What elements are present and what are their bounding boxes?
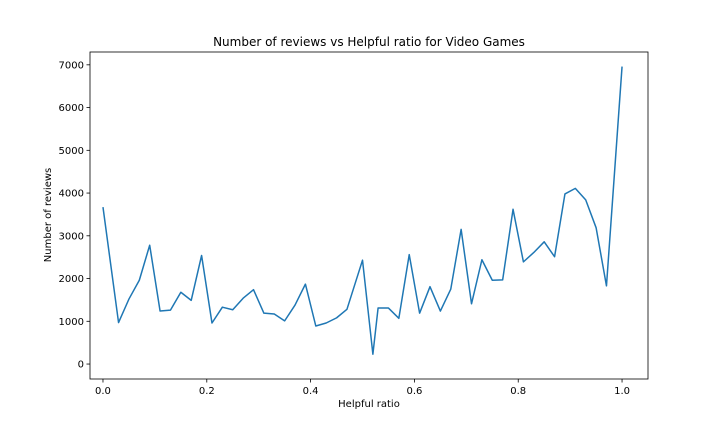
series-line xyxy=(102,66,623,355)
x-axis-title: Helpful ratio xyxy=(338,399,400,410)
y-tick-label: 1000 xyxy=(59,317,84,328)
chart-title: Number of reviews vs Helpful ratio for V… xyxy=(213,35,525,49)
y-axis-ticks: 0 1000 2000 3000 4000 5000 6000 7000 xyxy=(59,60,90,371)
plot-frame xyxy=(89,51,649,380)
y-tick-label: 6000 xyxy=(59,103,84,114)
y-axis-title: Number of reviews xyxy=(43,168,54,262)
y-tick-label: 7000 xyxy=(59,60,84,71)
x-tick-label: 0.4 xyxy=(303,386,319,397)
x-tick-label: 0.0 xyxy=(95,386,111,397)
x-tick-label: 0.8 xyxy=(510,386,526,397)
x-tick-label: 1.0 xyxy=(614,386,630,397)
x-tick-label: 0.2 xyxy=(199,386,215,397)
y-tick-label: 4000 xyxy=(59,189,84,200)
x-tick-label: 0.6 xyxy=(406,386,422,397)
y-tick-label: 2000 xyxy=(59,274,84,285)
y-tick-label: 3000 xyxy=(59,231,84,242)
y-tick-label: 5000 xyxy=(59,146,84,157)
y-tick-label: 0 xyxy=(78,360,84,371)
x-axis-ticks: 0.0 0.2 0.4 0.6 0.8 1.0 xyxy=(95,379,630,397)
